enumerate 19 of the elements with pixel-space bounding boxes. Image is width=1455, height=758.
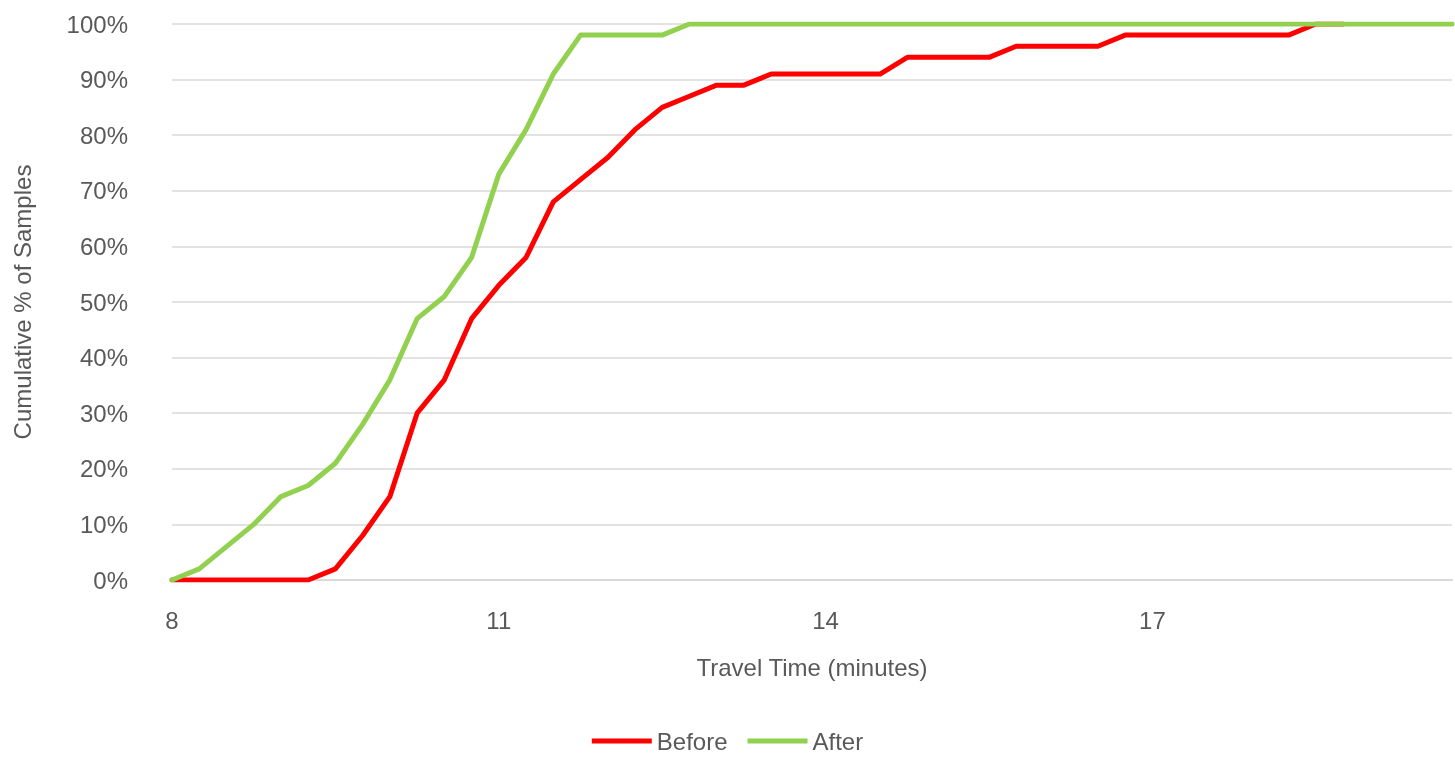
y-tick-label: 50% <box>79 288 128 316</box>
y-tick-label: 90% <box>79 66 128 94</box>
y-tick-label: 100% <box>66 10 128 38</box>
x-tick-label: 17 <box>1139 606 1166 634</box>
y-tick-label: 20% <box>79 455 128 483</box>
y-tick-label: 0% <box>93 566 128 594</box>
y-tick-label: 10% <box>79 510 128 538</box>
y-tick-label: 70% <box>79 177 128 205</box>
y-tick-label: 80% <box>79 121 128 149</box>
legend-label: Before <box>656 727 728 755</box>
legend-label: After <box>812 727 864 755</box>
y-tick-label: 30% <box>79 399 128 427</box>
y-tick-label: 40% <box>79 344 128 372</box>
x-tick-label: 11 <box>486 606 512 634</box>
y-axis-title: Cumulative % of Samples <box>8 164 36 440</box>
x-tick-label: 14 <box>812 606 839 634</box>
x-tick-label: 8 <box>165 606 179 634</box>
y-tick-label: 60% <box>79 232 128 260</box>
x-axis-title: Travel Time (minutes) <box>696 653 928 681</box>
